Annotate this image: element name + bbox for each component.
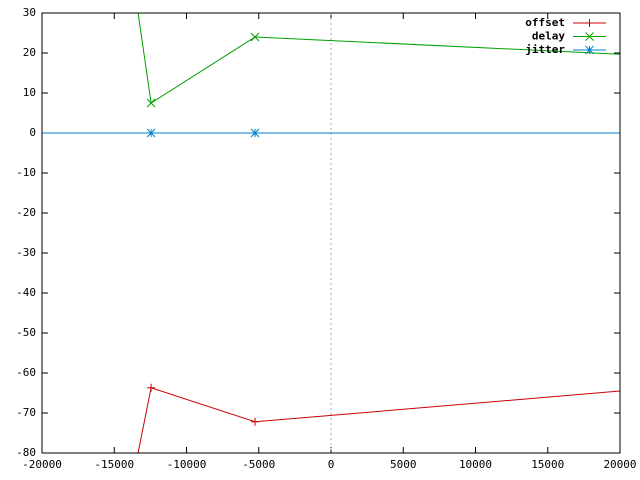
axes: -80 -70 -60 -50 -40 -30 -20 -10 0 10 20 30 -20000 -15… <box>16 6 636 471</box>
marker <box>147 383 156 392</box>
y-tick-label: -20 <box>16 206 36 219</box>
marker <box>146 128 156 138</box>
x-tick-label: -15000 <box>94 458 134 471</box>
x-tick-label: -20000 <box>22 458 62 471</box>
legend-label: delay <box>532 30 565 43</box>
marker <box>250 32 260 42</box>
marker <box>250 417 259 426</box>
x-tick-label: 20000 <box>603 458 636 471</box>
y-tick-label: 20 <box>23 46 36 59</box>
x-tick-label: 15000 <box>531 458 564 471</box>
y-tick-label: -60 <box>16 366 36 379</box>
x-tick-label: 10000 <box>459 458 492 471</box>
y-tick-label: -30 <box>16 246 36 259</box>
marker <box>585 45 594 55</box>
series-line <box>137 387 620 453</box>
legend-label: offset <box>525 16 565 29</box>
y-tick-label: -40 <box>16 286 36 299</box>
y-tick-label: 0 <box>29 126 36 139</box>
marker <box>585 19 594 27</box>
x-tick-label: 0 <box>328 458 335 471</box>
y-tick-label: -50 <box>16 326 36 339</box>
y-tick-label: 30 <box>23 6 36 19</box>
series-line <box>137 13 620 104</box>
y-tick-label: -10 <box>16 166 36 179</box>
x-tick-label: -5000 <box>242 458 275 471</box>
x-tick-label: -10000 <box>167 458 207 471</box>
marker <box>585 32 594 41</box>
marker <box>250 128 260 138</box>
plot-area <box>42 13 620 453</box>
legend-label: jitter <box>525 43 565 56</box>
y-tick-label: -80 <box>16 446 36 459</box>
marker <box>146 98 156 108</box>
y-tick-label: -70 <box>16 406 36 419</box>
y-tick-label: 10 <box>23 86 36 99</box>
x-tick-label: 5000 <box>390 458 417 471</box>
plot-border <box>41 12 621 454</box>
